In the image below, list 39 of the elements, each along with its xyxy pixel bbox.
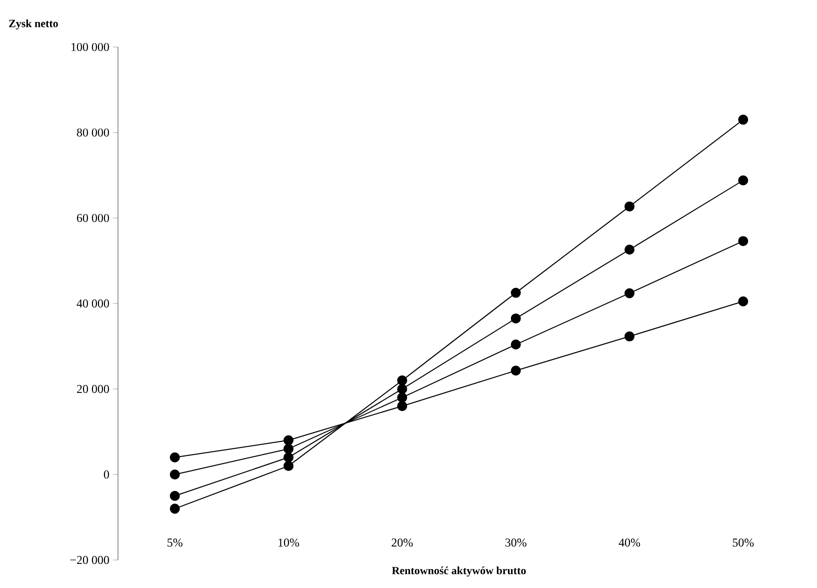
point [738, 175, 748, 186]
x-tick-label: 10% [278, 538, 300, 547]
point [738, 114, 748, 125]
point [170, 490, 180, 501]
x-axis-title: Rentowność aktywów brutto [392, 566, 526, 577]
point [510, 366, 521, 376]
point [738, 296, 748, 306]
y-tick-label: 60 000 [76, 214, 109, 222]
point [284, 435, 294, 446]
point [284, 460, 294, 471]
point [170, 504, 180, 514]
y-tick-label: 80 000 [76, 128, 109, 137]
point [624, 201, 634, 212]
point [624, 244, 634, 255]
x-tick-label: 30% [505, 538, 526, 547]
point [738, 236, 748, 246]
point [397, 384, 408, 394]
point [510, 340, 521, 350]
point [397, 392, 408, 403]
point [397, 375, 408, 386]
point [284, 452, 294, 462]
y-tick-label: 100 000 [72, 42, 109, 52]
point [170, 469, 180, 480]
point [170, 452, 180, 462]
x-tick-label: 5% [168, 538, 182, 547]
point [510, 313, 521, 324]
point [624, 288, 634, 298]
y-tick-label: 40 000 [76, 299, 109, 308]
point [624, 331, 634, 342]
y-tick-label: 0 [104, 470, 110, 479]
point [284, 444, 294, 454]
point [397, 401, 408, 412]
y-tick-label: 20 000 [77, 384, 109, 394]
point [510, 288, 521, 298]
y-tick-label: −20 000 [70, 556, 109, 564]
x-tick-label: 50% [732, 538, 754, 547]
x-tick-label: 40% [618, 538, 640, 547]
x-tick-label: 20% [392, 538, 413, 547]
y-axis-title: Zysk netto [9, 19, 58, 30]
